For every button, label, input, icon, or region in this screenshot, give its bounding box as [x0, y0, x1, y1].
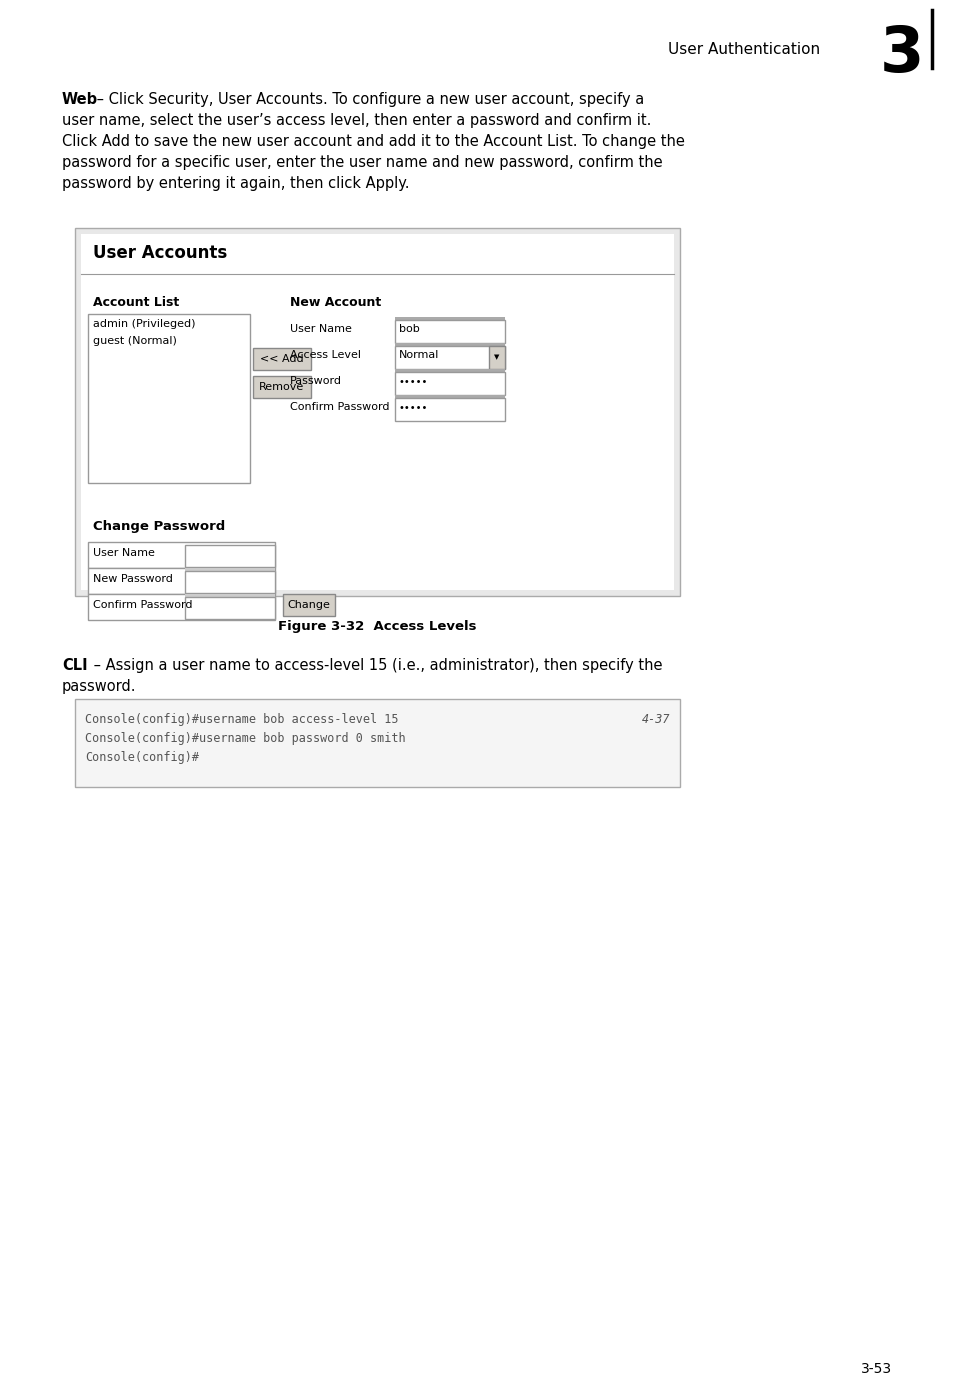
Bar: [395, 369, 504, 372]
Bar: [253, 376, 311, 398]
Text: User Name: User Name: [290, 323, 352, 335]
Text: – Click Security, User Accounts. To configure a new user account, specify a: – Click Security, User Accounts. To conf…: [91, 92, 643, 107]
Text: 3-53: 3-53: [860, 1362, 891, 1376]
Bar: [283, 594, 335, 616]
Bar: [395, 316, 504, 321]
Bar: [88, 568, 274, 594]
Bar: [185, 568, 274, 570]
Text: << Add: << Add: [260, 354, 303, 364]
Text: admin (Privileged): admin (Privileged): [92, 319, 195, 329]
Text: New Password: New Password: [92, 575, 172, 584]
Bar: [75, 700, 679, 787]
Bar: [185, 545, 274, 568]
Bar: [185, 594, 274, 597]
Text: User Accounts: User Accounts: [92, 244, 227, 262]
Bar: [185, 570, 274, 593]
Text: 4-37: 4-37: [640, 713, 669, 726]
Text: password for a specific user, enter the user name and new password, confirm the: password for a specific user, enter the …: [62, 155, 662, 169]
Bar: [395, 398, 504, 421]
Text: 3: 3: [879, 24, 923, 85]
Bar: [81, 235, 673, 590]
Bar: [75, 228, 679, 595]
Text: Console(config)#: Console(config)#: [85, 751, 199, 763]
Bar: [395, 321, 504, 343]
Bar: [489, 346, 504, 369]
Bar: [88, 594, 274, 620]
Text: password by entering it again, then click Apply.: password by entering it again, then clic…: [62, 176, 409, 192]
Text: •••••: •••••: [398, 403, 428, 414]
Text: •••••: •••••: [398, 378, 428, 387]
Text: user name, select the user’s access level, then enter a password and confirm it.: user name, select the user’s access leve…: [62, 112, 651, 128]
Text: Click Add to save the new user account and add it to the Account List. To change: Click Add to save the new user account a…: [62, 135, 684, 149]
Bar: [88, 314, 250, 483]
Text: Change Password: Change Password: [92, 520, 225, 533]
Text: Confirm Password: Confirm Password: [92, 600, 193, 609]
Bar: [88, 541, 274, 568]
Text: Remove: Remove: [259, 382, 304, 391]
Text: Normal: Normal: [398, 350, 439, 359]
Text: User Name: User Name: [92, 548, 154, 558]
Text: Confirm Password: Confirm Password: [290, 403, 389, 412]
Text: ▼: ▼: [494, 354, 499, 361]
Text: Password: Password: [290, 376, 341, 386]
Bar: [395, 372, 504, 396]
Bar: [395, 396, 504, 398]
Bar: [395, 343, 504, 346]
Text: bob: bob: [398, 323, 419, 335]
Text: password.: password.: [62, 679, 136, 694]
Text: Console(config)#username bob password 0 smith: Console(config)#username bob password 0 …: [85, 731, 405, 745]
Text: guest (Normal): guest (Normal): [92, 336, 176, 346]
Text: Account List: Account List: [92, 296, 179, 310]
Text: New Account: New Account: [290, 296, 381, 310]
Bar: [253, 348, 311, 371]
Text: Web: Web: [62, 92, 98, 107]
Text: – Assign a user name to access-level 15 (i.e., administrator), then specify the: – Assign a user name to access-level 15 …: [89, 658, 661, 673]
Bar: [185, 597, 274, 619]
Text: Change: Change: [287, 600, 330, 609]
Text: Console(config)#username bob access-level 15: Console(config)#username bob access-leve…: [85, 713, 398, 726]
Text: Access Level: Access Level: [290, 350, 360, 359]
Text: Figure 3-32  Access Levels: Figure 3-32 Access Levels: [278, 620, 476, 633]
Bar: [395, 346, 504, 369]
Text: User Authentication: User Authentication: [667, 42, 820, 57]
Text: CLI: CLI: [62, 658, 88, 673]
